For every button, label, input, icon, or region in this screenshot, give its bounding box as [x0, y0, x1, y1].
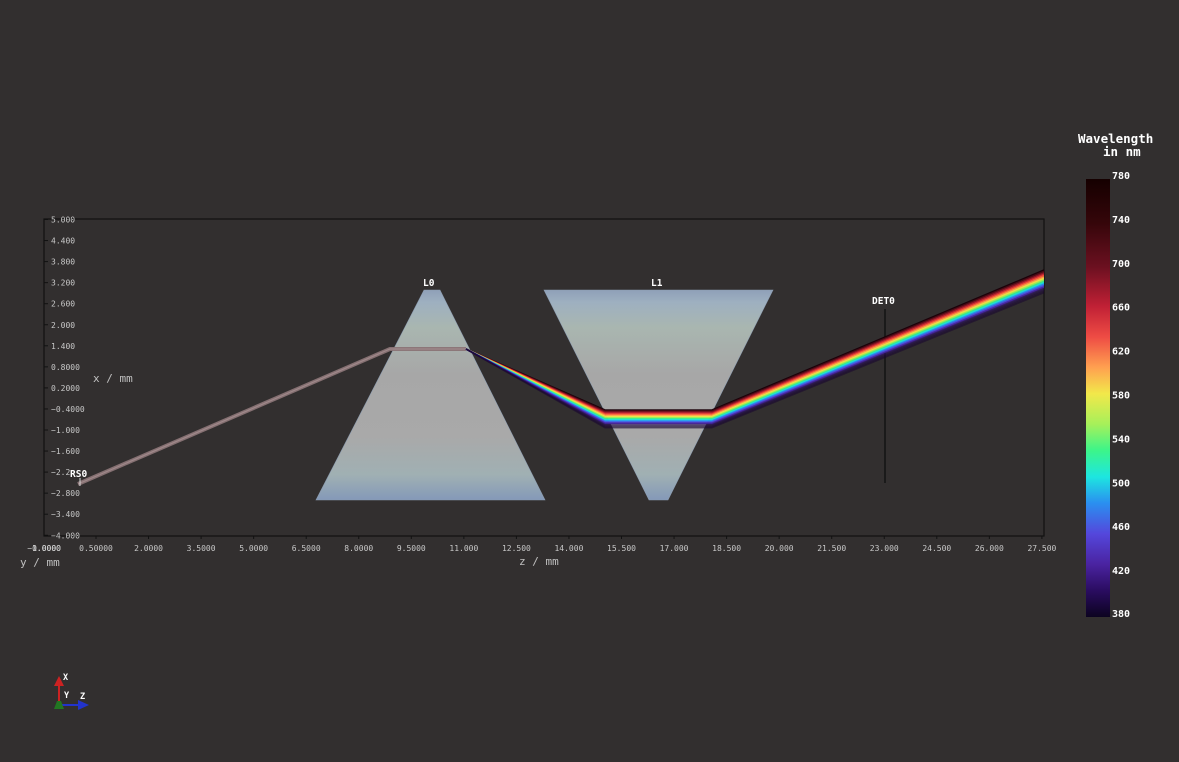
lens1-label: L1 — [651, 278, 663, 289]
colorbar-tick-label: 780 — [1112, 171, 1130, 182]
z-tick-label: 27.500 — [1027, 544, 1056, 553]
x-arrowhead-icon — [54, 676, 64, 686]
y-axis-title: y / mm — [20, 556, 60, 569]
colorbar-tick-label: 700 — [1112, 259, 1130, 270]
ray-bundle — [77, 269, 1044, 486]
colorbar-tick-label: 460 — [1112, 522, 1130, 533]
gizmo-y-label: Y — [64, 691, 70, 701]
x-tick-label: −2.800 — [51, 489, 80, 498]
gizmo-x-label: X — [63, 673, 68, 683]
colorbar — [1086, 179, 1110, 617]
x-tick-label: 1.400 — [51, 342, 75, 351]
z-arrowhead-icon — [78, 700, 89, 710]
z-tick-label: 3.5000 — [187, 544, 216, 553]
z-tick-label: 5.0000 — [239, 544, 268, 553]
source-label: RS0 — [70, 469, 87, 480]
colorbar-tick-label: 580 — [1112, 391, 1130, 402]
gizmo-z-label: Z — [80, 692, 85, 702]
x-tick-label: 0.2000 — [51, 384, 80, 393]
z-tick-label: 17.000 — [660, 544, 689, 553]
z-tick-label: 6.5000 — [292, 544, 321, 553]
z-tick-label: 14.000 — [554, 544, 583, 553]
x-tick-label: −1.000 — [51, 426, 80, 435]
x-tick-label: 2.600 — [51, 300, 75, 309]
x-axis-ticks: 5.000 4.400 3.800 3.200 2.600 2.000 1.400 0.800… — [44, 216, 85, 540]
z-tick-label: 23.000 — [870, 544, 899, 553]
orientation-gizmo[interactable]: X Y Z — [54, 673, 89, 710]
colorbar-subtitle: in nm — [1103, 144, 1141, 159]
lens-l1[interactable] — [543, 289, 774, 501]
detector-label: DET0 — [872, 296, 895, 307]
z-tick-label: 26.000 — [975, 544, 1004, 553]
z-tick-label: 8.0000 — [344, 544, 373, 553]
colorbar-title: Wavelength — [1078, 131, 1153, 146]
colorbar-tick-label: 380 — [1112, 609, 1130, 620]
z-tick-label: 12.500 — [502, 544, 531, 553]
colorbar-tick-label: 540 — [1112, 434, 1130, 445]
colorbar-tick-label: 500 — [1112, 478, 1130, 489]
z-tick-label: 18.500 — [712, 544, 741, 553]
z-tick-label: 24.500 — [922, 544, 951, 553]
lens-l0[interactable] — [315, 289, 546, 501]
x-axis-title: x / mm — [93, 372, 133, 385]
x-tick-label: −1.600 — [51, 447, 80, 456]
y-tick-label: 1.0000 — [32, 544, 61, 553]
z-tick-label: 15.500 — [607, 544, 636, 553]
spectrum-ray — [465, 291, 1044, 429]
x-tick-label: 5.000 — [51, 216, 75, 225]
y-axis-arrow-icon — [54, 701, 64, 709]
x-tick-label: 2.000 — [51, 321, 75, 330]
x-tick-label: −0.4000 — [51, 405, 85, 414]
z-tick-label: 2.0000 — [134, 544, 163, 553]
colorbar-ticks: 780 740 700 660 620 580 540 500 460 420 380 — [1112, 171, 1130, 620]
x-tick-label: 3.200 — [51, 279, 75, 288]
x-tick-label: 0.8000 — [51, 363, 80, 372]
x-tick-label: −3.400 — [51, 510, 80, 519]
colorbar-tick-label: 420 — [1112, 566, 1130, 577]
x-tick-label: 4.400 — [51, 237, 75, 246]
plot-frame — [43, 218, 1045, 537]
x-tick-label: −4.000 — [51, 531, 80, 540]
beam-incident-core — [77, 348, 466, 485]
z-tick-label: 20.000 — [765, 544, 794, 553]
colorbar-tick-label: 740 — [1112, 215, 1130, 226]
colorbar-tick-label: 660 — [1112, 303, 1130, 314]
colorbar-tick-label: 620 — [1112, 347, 1130, 358]
lens0-label: L0 — [423, 278, 435, 289]
y-tick-label: −1.0000 — [27, 544, 61, 553]
x-tick-label: −2.2 — [51, 468, 70, 477]
z-axis-title: z / mm — [519, 555, 559, 568]
z-tick-label: 11.000 — [449, 544, 478, 553]
z-tick-label: 21.500 — [817, 544, 846, 553]
z-tick-label: 9.5000 — [397, 544, 426, 553]
z-axis-ticks: 0.50000 2.0000 3.5000 5.0000 6.5000 8.0000 9.5… — [79, 536, 1057, 553]
y-tick-label: 0.0000 — [32, 544, 61, 553]
z-tick-label: 0.50000 — [79, 544, 113, 553]
x-tick-label: 3.800 — [51, 258, 75, 267]
